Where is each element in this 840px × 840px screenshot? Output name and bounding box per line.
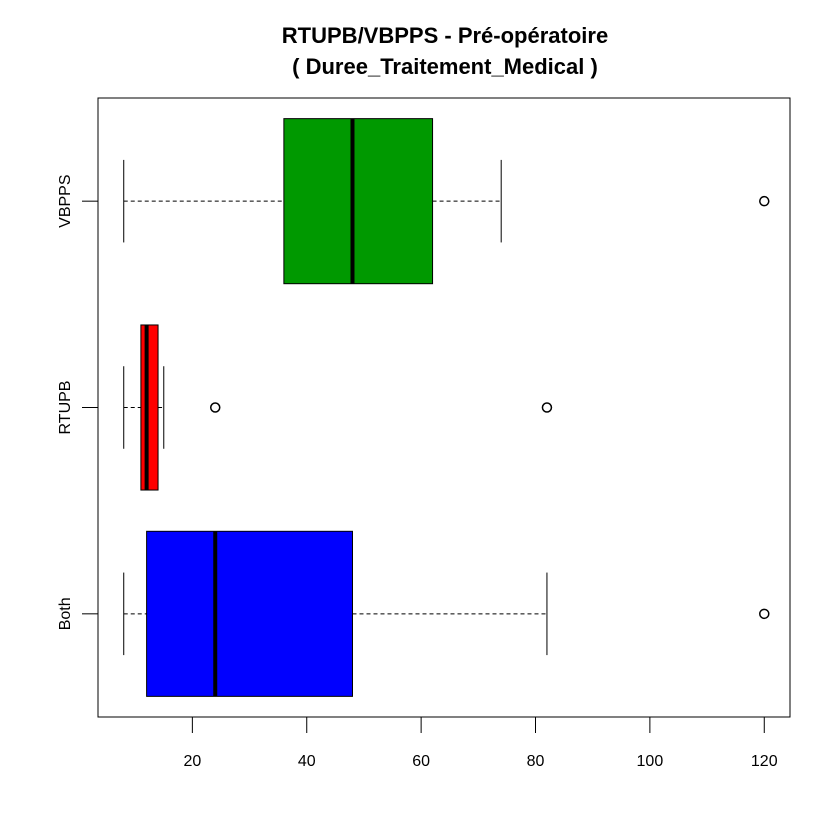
x-tick-label: 120 [751,753,778,770]
x-tick-label: 100 [637,753,664,770]
box-rect [140,324,159,491]
outlier-point [209,402,221,413]
x-tick-label: 20 [183,753,201,770]
box-vbpps [123,118,770,285]
y-axis: Both RTUPB VBPPS [57,174,99,630]
y-tick-label: VBPPS [57,174,74,227]
outlier-point [759,195,770,207]
box-rect [283,118,434,285]
x-tick-label: 60 [412,753,430,770]
x-axis: 20 40 60 80 100 120 [183,716,778,770]
y-tick-label: RTUPB [57,381,74,435]
chart-title: RTUPB/VBPPS - Pré-opératoire [282,23,608,48]
x-tick-label: 40 [298,753,316,770]
box-rect [146,530,353,697]
box-both [123,530,770,697]
y-tick-label: Both [57,597,74,630]
x-tick-label: 80 [527,753,545,770]
chart-subtitle: ( Duree_Traitement_Medical ) [292,54,598,79]
box-group [123,118,770,697]
box-rtupb [123,324,553,491]
outlier-point [541,402,553,413]
outlier-point [759,608,770,620]
